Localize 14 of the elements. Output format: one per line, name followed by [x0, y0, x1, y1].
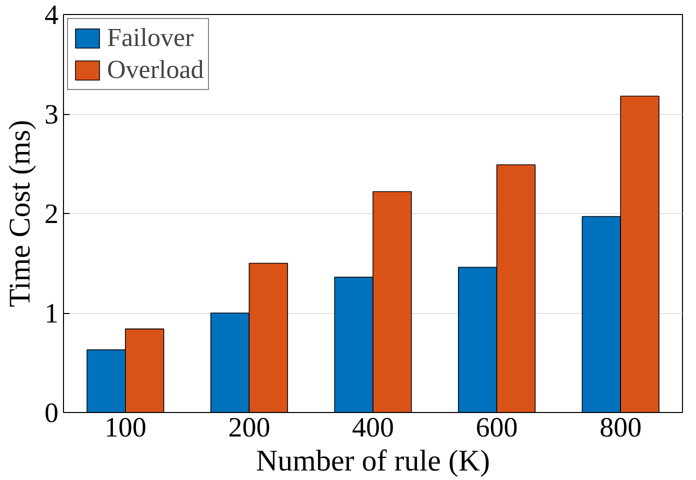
x-tick-label: 800 — [600, 412, 642, 444]
y-axis-title: Time Cost (ms) — [4, 120, 36, 308]
y-tick-label: 0 — [44, 398, 58, 429]
x-axis-title: Number of rule (K) — [256, 444, 490, 478]
y-tick-label: 1 — [44, 298, 58, 330]
y-tick-label: 4 — [44, 0, 58, 31]
y-tick-label: 3 — [44, 100, 58, 130]
legend-label: Failover — [107, 23, 194, 53]
x-tick-label: 100 — [104, 412, 146, 444]
x-tick-label: 600 — [476, 412, 518, 444]
x-tick-label: 200 — [228, 412, 270, 444]
y-tick-label: 2 — [44, 199, 58, 230]
legend-label: Overload — [107, 55, 204, 85]
x-tick-label: 400 — [352, 412, 394, 444]
